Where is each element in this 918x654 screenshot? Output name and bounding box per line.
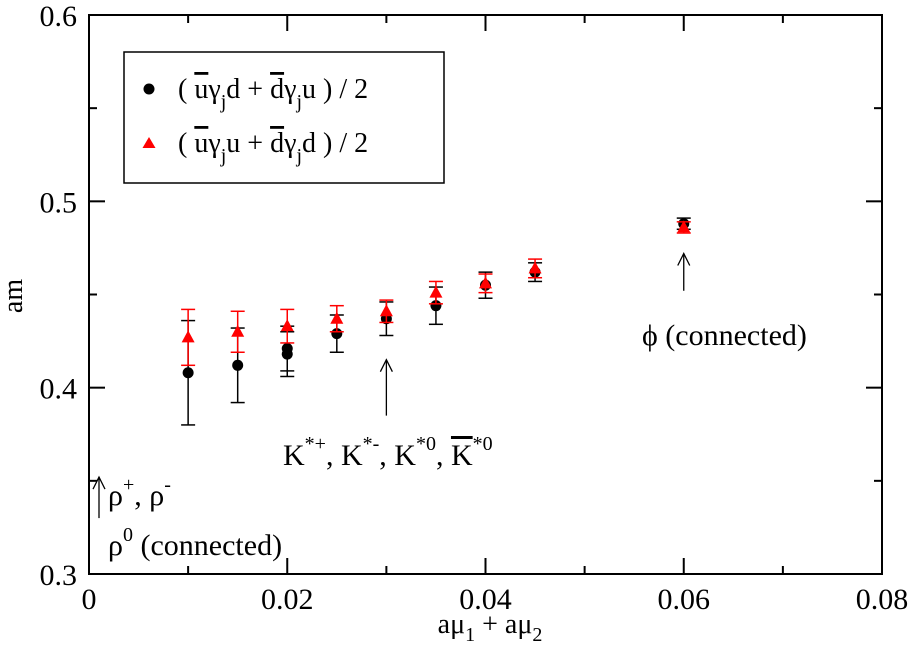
series-1 [181,217,691,426]
data-point-triangle [231,324,245,337]
data-point-circle [430,300,442,312]
x-axis-label: aμ1 + aμ2 [438,609,543,646]
data-point-triangle [330,311,344,324]
y-tick-label: 0.4 [40,373,78,406]
tick-labels: 0 0.02 0.04 0.06 0.08 0.3 0.4 0.5 0.6 [40,0,909,616]
legend: ( uγjd + dγju ) / 2 ( uγju + dγjd ) / 2 [123,51,445,184]
data-point-circle [331,328,343,340]
data-point-triangle [429,285,443,298]
legend-marker-triangle [142,137,156,148]
data-point-triangle [479,276,492,289]
x-tick-label: 0 [82,583,97,616]
rho-label-line2: ρ0 (connected) [108,524,282,562]
annotation-phi: ϕ (connected) [642,252,807,352]
y-tick-label: 0.6 [40,0,78,33]
data-point-triangle [677,220,691,233]
x-tick-label: 0.02 [261,583,314,616]
x-tick-label: 0.06 [658,583,711,616]
legend-marker-circle [143,83,155,95]
data-point-triangle [280,319,294,332]
data-point-triangle [181,330,195,343]
x-tick-label: 0.08 [856,583,909,616]
tick-marks [88,14,883,575]
phi-label: ϕ (connected) [642,319,807,352]
phi-arrow-head [677,252,691,266]
annotation-rho: ρ+, ρ- ρ0 (connected) [92,474,282,562]
y-tick-label: 0.5 [40,186,78,219]
kstar-label: K*+, K*-, K*0, K*0 [283,433,493,472]
kstar-arrow-head [379,358,393,373]
y-tick-label: 0.3 [40,559,78,592]
axes: 0 0.02 0.04 0.06 0.08 0.3 0.4 0.5 0.6 [40,0,909,616]
rho-label-line1: ρ+, ρ- [108,474,171,512]
data-point-circle [232,359,244,371]
x-tick-label: 0.04 [459,583,512,616]
annotation-kstar: K*+, K*-, K*0, K*0 [283,358,493,472]
data-point-triangle [528,261,542,274]
data-point-triangle [379,304,393,317]
data-marks [181,217,691,426]
data-point-circle [281,343,293,355]
rho-arrow-head [92,475,106,490]
legend-box [123,51,445,184]
data-point-circle [182,367,194,379]
y-axis-label: am [0,279,29,313]
series-2 [181,220,691,367]
